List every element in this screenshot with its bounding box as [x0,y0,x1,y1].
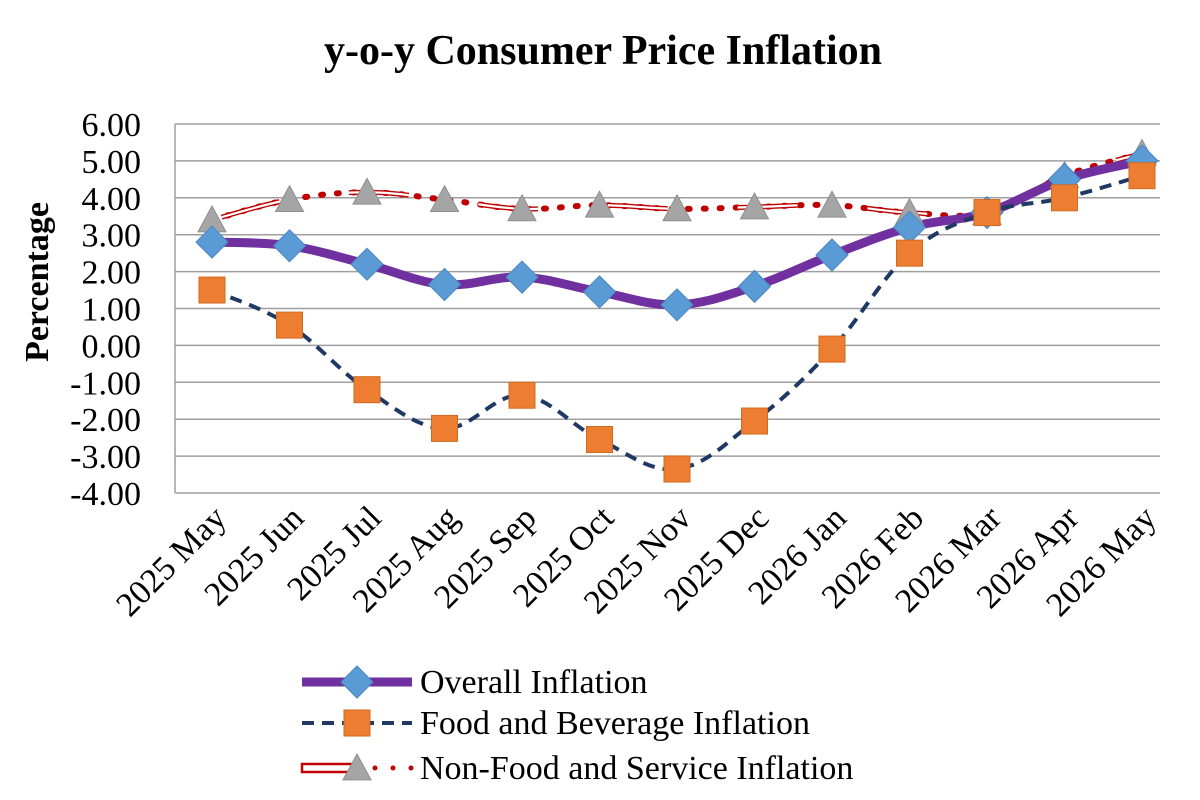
marker-non-food-service [662,193,692,222]
marker-non-food-service [429,184,460,213]
y-tick-label: -3.00 [70,439,141,476]
marker-overall [892,210,927,245]
y-tick-label: -4.00 [70,476,141,513]
marker-food-beverage [741,407,768,435]
marker-food-beverage [431,414,458,442]
marker-overall [350,247,384,281]
marker-non-food-service [817,190,847,218]
marker-overall [737,269,772,304]
marker-overall [582,275,617,309]
legend-line-non-food-service-dot [372,765,378,771]
marker-overall [195,225,229,259]
legend-marker [343,709,371,737]
marker-food-beverage [508,381,536,409]
legend-label: Overall Inflation [420,664,648,701]
legend-label: Non-Food and Service Inflation [420,750,853,787]
marker-non-food-service [584,190,615,218]
legend: Overall Inflation Food and Beverage Infla… [300,664,853,787]
marker-overall [427,267,462,302]
marker-food-beverage [276,311,303,339]
legend-marker [342,752,372,781]
chart-title: y-o-y Consumer Price Inflation [324,28,882,74]
y-tick-label: 3.00 [82,218,142,255]
marker-non-food-service [352,177,382,205]
marker-non-food-service [507,193,537,222]
marker-food-beverage [586,425,613,453]
marker-food-beverage [973,199,1001,227]
legend-line-non-food-service-outline [300,762,354,774]
y-tick-label: 2.00 [82,255,142,292]
legend-label: Food and Beverage Inflation [420,705,810,742]
series-line-overall [207,156,1147,310]
marker-overall [815,238,849,272]
legend-line-non-food-service-dot [408,765,414,771]
y-tick-label: 6.00 [82,107,142,144]
marker-food-beverage [663,455,691,483]
y-tick-label: -1.00 [70,365,141,402]
marker-food-beverage [353,376,381,404]
y-tick-label: 5.00 [82,144,142,181]
marker-food-beverage [1051,184,1078,212]
legend-item-non-food-service: Non-Food and Service Inflation [300,750,853,787]
y-tick-label: 1.00 [82,292,142,329]
legend-item-overall: Overall Inflation [302,664,648,701]
marker-food-beverage [818,335,846,363]
legend-marker [340,665,374,699]
marker-food-beverage [1128,162,1156,190]
marker-food-beverage [896,239,923,267]
marker-overall [272,229,307,263]
marker-food-beverage [198,276,226,304]
y-tick-label: -2.00 [70,402,141,439]
y-tick-label: 0.00 [82,328,142,365]
y-tick-label: 4.00 [82,181,142,218]
legend-line-non-food-service-dot [390,765,396,771]
series-markers [195,138,1159,483]
marker-non-food-service [274,184,305,213]
marker-non-food-service [739,191,770,220]
y-axis-ticks: 6.005.004.003.002.001.000.00-1.00-2.00-3… [70,107,141,513]
y-axis-label: Percentage [19,202,56,362]
marker-overall [505,260,539,294]
marker-overall [660,288,694,322]
legend-item-food-beverage: Food and Beverage Inflation [302,705,810,742]
